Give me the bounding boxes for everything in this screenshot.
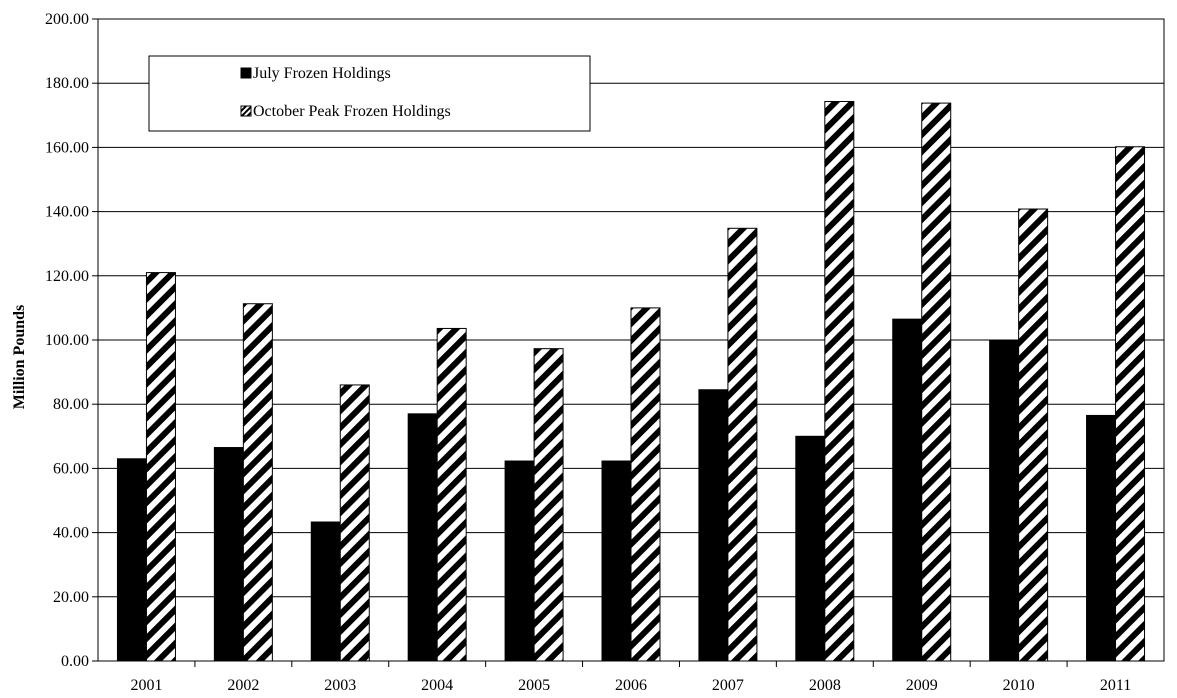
- bar-july-2002: [213, 447, 244, 662]
- x-tick-label: 2004: [421, 677, 453, 694]
- x-tick-label: 2003: [324, 677, 356, 694]
- legend: July Frozen Holdings October Peak Frozen…: [148, 55, 591, 132]
- bar-july-2001: [116, 458, 147, 662]
- bar-july-2003: [310, 521, 341, 662]
- y-tick-label: 120.00: [45, 268, 89, 285]
- bar-july-2005: [504, 460, 535, 662]
- plot-frame: [97, 18, 1165, 662]
- legend-label-july: July Frozen Holdings: [253, 65, 391, 82]
- bar-july-2007: [698, 389, 729, 662]
- y-tick-label: 20.00: [53, 589, 89, 606]
- x-tick-label: 2007: [712, 677, 744, 694]
- bar-october-2007: [727, 227, 758, 662]
- legend-box: [148, 55, 591, 132]
- bar-october-2002: [242, 303, 273, 662]
- x-tick-label: 2009: [906, 677, 938, 694]
- bar-october-2004: [436, 327, 467, 662]
- bar-july-2006: [601, 460, 632, 662]
- x-tick-labels: 2001 2002 2003 2004 2005 2006 2007 2008 2009 2010…: [130, 677, 1131, 694]
- bar-july-2009: [892, 318, 923, 662]
- x-tick-label: 2011: [1100, 677, 1131, 694]
- bar-july-2004: [407, 413, 438, 662]
- x-tick-label: 2006: [615, 677, 647, 694]
- bars: [116, 100, 1146, 662]
- bar-october-2006: [630, 307, 661, 662]
- bar-october-2011: [1115, 146, 1146, 662]
- bar-october-2005: [533, 348, 564, 662]
- x-tick-label: 2002: [227, 677, 259, 694]
- x-tick-label: 2008: [809, 677, 841, 694]
- y-tick-label: 40.00: [53, 525, 89, 542]
- bar-july-2008: [795, 435, 826, 662]
- x-tick-label: 2001: [130, 677, 162, 694]
- x-tick-label: 2010: [1003, 677, 1035, 694]
- bar-october-2010: [1018, 208, 1049, 662]
- x-tick-label: 2005: [518, 677, 550, 694]
- axes: [92, 18, 1165, 667]
- y-tick-label: 140.00: [45, 204, 89, 221]
- y-tick-label: 180.00: [45, 75, 89, 92]
- legend-swatch-july: [240, 67, 252, 79]
- y-tick-label: 200.00: [45, 11, 89, 28]
- y-axis-title: Million Pounds: [11, 305, 28, 409]
- bar-july-2010: [989, 339, 1020, 662]
- bar-october-2009: [921, 102, 952, 662]
- bar-october-2003: [339, 384, 370, 662]
- y-tick-label: 80.00: [53, 396, 89, 413]
- y-tick-label: 160.00: [45, 139, 89, 156]
- bar-october-2001: [145, 272, 176, 662]
- bar-july-2011: [1086, 414, 1117, 662]
- legend-swatch-october: [240, 105, 252, 117]
- bar-october-2008: [824, 100, 855, 662]
- legend-label-october: October Peak Frozen Holdings: [253, 103, 451, 120]
- y-tick-label: 60.00: [53, 460, 89, 477]
- y-tick-label: 0.00: [61, 653, 89, 670]
- y-tick-labels: 0.00 20.00 40.00 60.00 80.00 100.00 120.00 140.…: [45, 11, 89, 670]
- y-tick-label: 100.00: [45, 332, 89, 349]
